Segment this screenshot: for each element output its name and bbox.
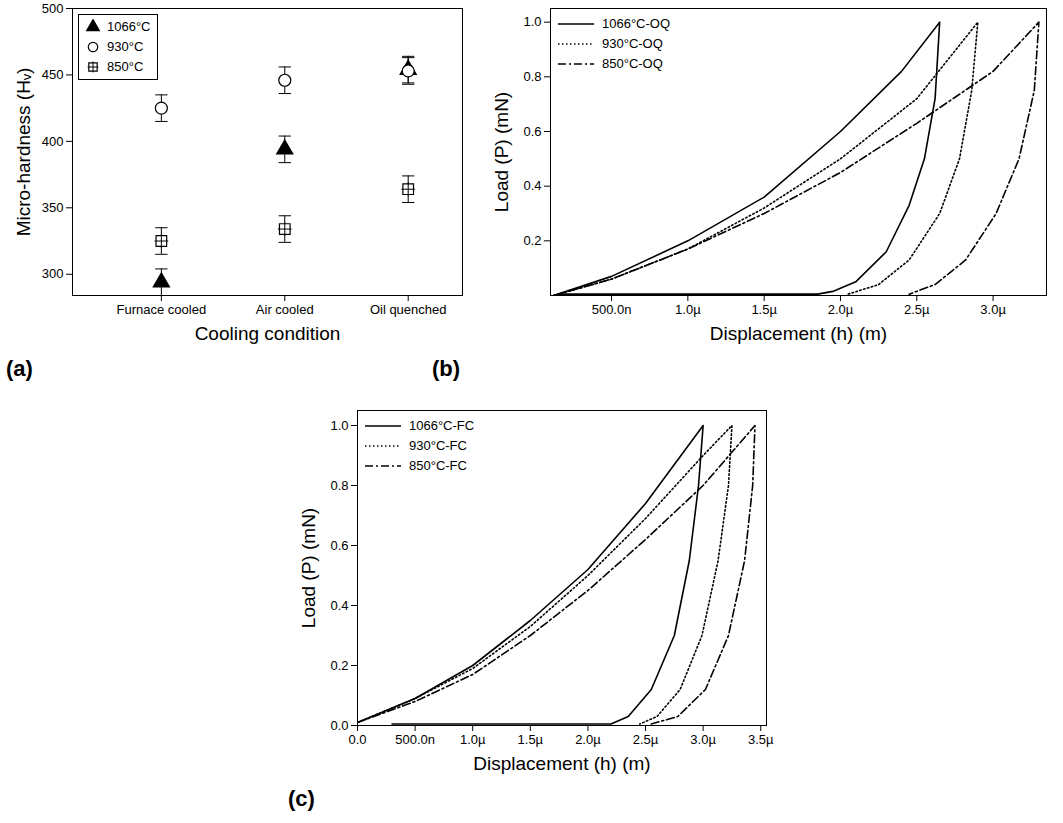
svg-text:0.2: 0.2 <box>330 658 348 673</box>
svg-text:0.8: 0.8 <box>330 478 348 493</box>
svg-text:350: 350 <box>42 200 64 215</box>
svg-text:Cooling condition: Cooling condition <box>195 323 341 344</box>
svg-text:500.0n: 500.0n <box>592 302 632 317</box>
svg-text:0.0: 0.0 <box>348 732 366 747</box>
svg-text:3.0µ: 3.0µ <box>690 732 716 747</box>
html-text:930°C-OQ: 930°C-OQ <box>602 36 663 51</box>
html-text:1066°C-OQ: 1066°C-OQ <box>602 16 671 31</box>
svg-text:2.5µ: 2.5µ <box>904 302 930 317</box>
html-text:1066°C: 1066°C <box>107 19 151 34</box>
html-text:850°C-OQ: 850°C-OQ <box>602 56 663 71</box>
svg-text:1.0µ: 1.0µ <box>460 732 486 747</box>
svg-text:0.4: 0.4 <box>330 598 348 613</box>
svg-text:0.2: 0.2 <box>523 233 541 248</box>
svg-text:450: 450 <box>42 67 64 82</box>
svg-text:1.5µ: 1.5µ <box>518 732 544 747</box>
svg-text:2.5µ: 2.5µ <box>633 732 659 747</box>
svg-text:3.0µ: 3.0µ <box>980 302 1006 317</box>
html-text:1066°C-FC: 1066°C-FC <box>409 418 475 433</box>
svg-text:2.0µ: 2.0µ <box>828 302 854 317</box>
svg-text:Oil quenched: Oil quenched <box>370 302 447 317</box>
svg-text:0.6: 0.6 <box>523 124 541 139</box>
html-text:(c): (c) <box>288 786 315 811</box>
svg-text:Displacement (h) (m): Displacement (h) (m) <box>710 323 887 344</box>
svg-text:Furnace cooled: Furnace cooled <box>117 302 207 317</box>
svg-text:Air cooled: Air cooled <box>256 302 314 317</box>
svg-text:2.0µ: 2.0µ <box>575 732 601 747</box>
svg-text:3.5µ: 3.5µ <box>748 732 774 747</box>
svg-text:Micro-hardness (Hᵥ): Micro-hardness (Hᵥ) <box>13 68 34 237</box>
svg-text:300: 300 <box>42 266 64 281</box>
html-text:850°C: 850°C <box>107 59 144 74</box>
svg-text:1.5µ: 1.5µ <box>751 302 777 317</box>
svg-text:1.0: 1.0 <box>330 418 348 433</box>
svg-text:0.8: 0.8 <box>523 69 541 84</box>
html-text:850°C-FC: 850°C-FC <box>409 458 467 473</box>
html-text:930°C-FC: 930°C-FC <box>409 438 467 453</box>
svg-text:Load (P) (mN): Load (P) (mN) <box>298 508 319 628</box>
svg-text:1.0: 1.0 <box>523 14 541 29</box>
svg-text:1.0µ: 1.0µ <box>675 302 701 317</box>
svg-text:0.4: 0.4 <box>523 178 541 193</box>
svg-text:0.6: 0.6 <box>330 538 348 553</box>
svg-text:400: 400 <box>42 134 64 149</box>
svg-text:500.0n: 500.0n <box>395 732 435 747</box>
html-text:(b): (b) <box>432 356 461 381</box>
svg-text:Displacement (h) (m): Displacement (h) (m) <box>473 753 650 774</box>
svg-text:500: 500 <box>42 1 64 16</box>
svg-text:0.0: 0.0 <box>330 718 348 733</box>
svg-text:Load (P) (mN): Load (P) (mN) <box>491 92 512 212</box>
html-text:(a): (a) <box>6 356 33 381</box>
html-text:930°C: 930°C <box>107 39 144 54</box>
